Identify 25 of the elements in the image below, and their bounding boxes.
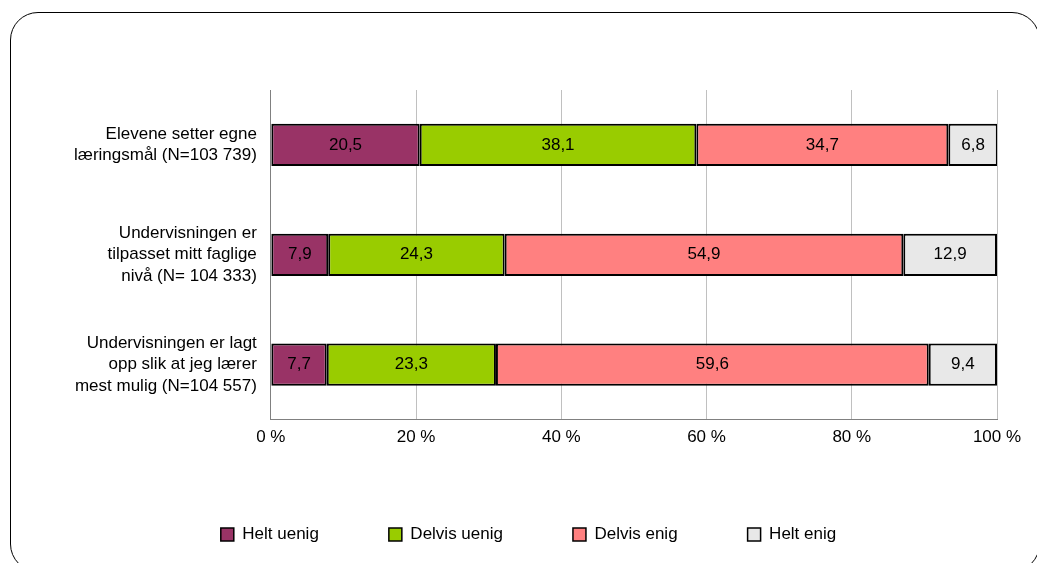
data-label: 7,9: [287, 244, 312, 264]
legend-label: Helt enig: [769, 524, 837, 544]
data-label: 20,5: [328, 134, 363, 154]
data-label: 9,4: [951, 354, 975, 374]
x-tick-label: 60 %: [687, 427, 726, 447]
x-tick-label: 40 %: [541, 427, 581, 447]
legend-label: Helt uenig: [242, 524, 319, 544]
x-tick-label: 20 %: [396, 427, 436, 447]
data-label: 54,9: [687, 244, 721, 264]
x-tick-label: 80 %: [832, 427, 872, 447]
legend-label: Delvis uenig: [410, 524, 503, 544]
data-label: 34,7: [805, 134, 839, 154]
y-tick-label: Undervisningen er lagt opp slik at jeg lærer mest mulig (N=104 557): [74, 333, 258, 395]
y-tick-label: Elevene setter egne læringsmål (N=103 739): [73, 124, 257, 165]
data-label: 24,3: [399, 244, 433, 264]
data-label: 12,9: [933, 244, 967, 264]
data-label: 59,6: [695, 354, 729, 374]
data-label: 6,8: [961, 134, 985, 154]
y-tick-label: Undervisningen er tilpasset mitt faglige nivå (N= 104 333): [107, 223, 258, 285]
data-label: 23,3: [394, 354, 428, 374]
legend-label: Delvis enig: [594, 524, 678, 544]
x-tick-label: 0 %: [256, 427, 286, 447]
x-tick-label: 100 %: [972, 427, 1022, 447]
data-label: 7,7: [287, 354, 311, 374]
data-label: 38,1: [541, 134, 575, 154]
